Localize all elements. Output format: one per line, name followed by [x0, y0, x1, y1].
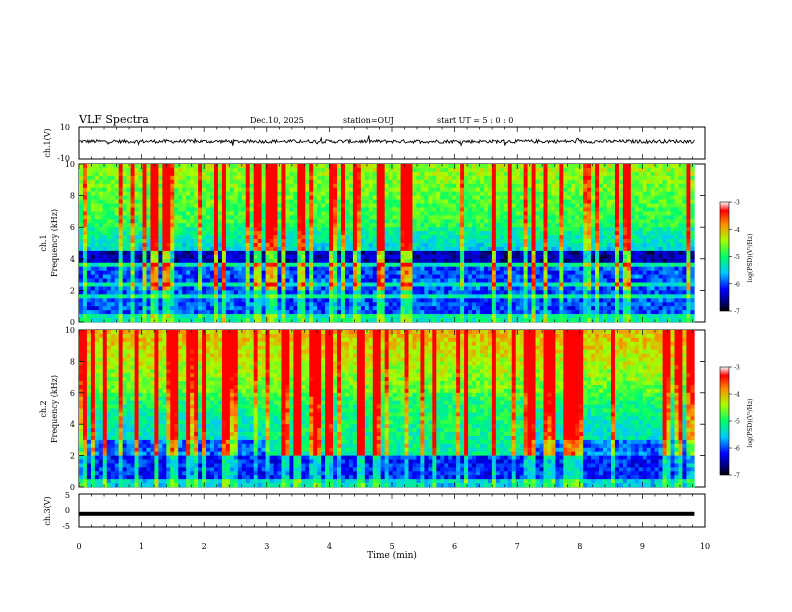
time-tick-10: 10 — [700, 542, 710, 551]
ch1-ytick-8: 8 — [70, 192, 75, 201]
station-label: station=OUJ — [343, 116, 394, 125]
ch2-colorbar-tick--3: -3 — [734, 365, 740, 372]
ch1-waveform-line — [79, 135, 695, 147]
time-tick-3: 3 — [264, 542, 269, 551]
ch2-colorbar-tick--5: -5 — [734, 419, 740, 426]
time-axis-label: Time (min) — [367, 550, 417, 561]
ch2-ytick-0: 0 — [70, 483, 75, 492]
time-tick-0: 0 — [76, 542, 81, 551]
time-tick-2: 2 — [202, 542, 207, 551]
ch2-colorbar — [719, 366, 730, 476]
ch2-ytick-2: 2 — [70, 452, 75, 461]
ch3-ytick-mid: 0 — [65, 506, 70, 515]
time-tick-8: 8 — [577, 542, 582, 551]
ch3-waveform-panel: 5 0 -5 ch.3(V) — [43, 491, 706, 531]
ch1-ytick-0: 0 — [70, 318, 75, 327]
ch1-colorbar — [719, 201, 730, 312]
ch1-waveform-panel: 10 -10 ch.1(V) — [43, 123, 706, 163]
ch1-ytick-4: 4 — [70, 255, 75, 264]
ch1-ytick-2: 2 — [70, 286, 75, 295]
ch1-colorbar-tick--3: -3 — [734, 200, 740, 207]
ch1-waveform-ylabel: ch.1(V) — [43, 128, 52, 157]
ch1-spectrogram-ylabel-line2: Frequency (kHz) — [50, 209, 59, 277]
ch2-spectrogram-ylabel-line1: ch.2 — [39, 400, 48, 417]
ch2-spectrogram-image — [79, 330, 695, 488]
time-tick-1: 1 — [139, 542, 144, 551]
ch2-colorbar-tick--6: -6 — [734, 446, 740, 453]
ch2-ytick-4: 4 — [70, 420, 75, 429]
ch1-waveform-frame — [78, 126, 706, 160]
ch2-colorbar-tick--7: -7 — [734, 473, 740, 480]
time-axis-tick-labels: 0 1 2 3 4 5 6 7 8 9 10 — [76, 542, 710, 551]
ch2-colorbar-label: log(PSD)(V²/Hz) — [747, 399, 754, 448]
ch1-colorbar-label: log(PSD)(V²/Hz) — [747, 234, 754, 283]
ch1-colorbar-tick--5: -5 — [734, 254, 740, 261]
date-label: Dec.10, 2025 — [250, 116, 304, 125]
ch3-waveform-trace — [79, 511, 695, 516]
ch1-ytick-top: 10 — [60, 123, 70, 132]
ch1-ytick-6: 6 — [70, 223, 75, 232]
time-tick-7: 7 — [515, 542, 520, 551]
time-tick-4: 4 — [327, 542, 332, 551]
start-time-label: start UT = 5 : 0 : 0 — [437, 116, 513, 125]
ch1-colorbar-tick--6: -6 — [734, 281, 740, 288]
ch1-colorbar-tick--4: -4 — [734, 227, 740, 234]
ch2-spectrogram-ylabel-line2: Frequency (kHz) — [50, 375, 59, 443]
ch1-waveform-trace — [79, 135, 695, 147]
ch3-ytick-bottom: -5 — [62, 522, 70, 531]
ch1-colorbar-tick--7: -7 — [734, 309, 740, 316]
ch2-ytick-6: 6 — [70, 389, 75, 398]
ch1-ytick-bottom: -10 — [57, 154, 70, 163]
ch3-waveform-ylabel: ch.3(V) — [43, 496, 52, 525]
ch1-ytick-10: 10 — [65, 160, 75, 169]
ch2-colorbar-tick--4: -4 — [734, 392, 740, 399]
time-tick-9: 9 — [640, 542, 645, 551]
ch3-ytick-top: 5 — [65, 491, 70, 500]
ch1-spectrogram-image — [79, 164, 695, 323]
ch2-ytick-10: 10 — [65, 326, 75, 335]
figure-title: VLF Spectra — [78, 113, 149, 126]
time-axis-ticks — [78, 127, 706, 527]
ch1-spectrogram-ylabel-line1: ch.1 — [39, 234, 48, 251]
ch2-ytick-8: 8 — [70, 357, 75, 366]
time-tick-5: 5 — [389, 542, 394, 551]
time-tick-6: 6 — [452, 542, 457, 551]
